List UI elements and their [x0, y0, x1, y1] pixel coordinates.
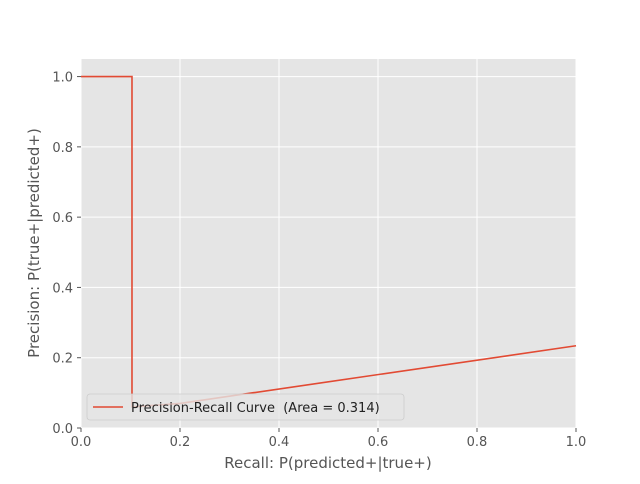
x-ticks: 0.0 0.2 0.4 0.6 0.8 1.0: [71, 428, 587, 450]
y-axis-label: Precision: P(true+|predicted+): [25, 128, 43, 358]
legend: Precision-Recall Curve (Area = 0.314): [86, 393, 405, 421]
y-tick-label: 0.6: [52, 211, 73, 226]
plot-area: [81, 59, 576, 428]
grid-lines: [80, 59, 577, 429]
legend-label: Precision-Recall Curve (Area = 0.314): [131, 401, 380, 416]
y-tick-label: 0.4: [52, 281, 73, 296]
x-tick-label: 1.0: [566, 435, 587, 450]
x-axis-label: Recall: P(predicted+|true+): [224, 454, 431, 472]
x-tick-label: 0.0: [71, 435, 92, 450]
y-tick-label: 0.0: [52, 422, 73, 437]
x-tick-label: 0.8: [467, 435, 488, 450]
legend-box: [86, 393, 405, 421]
y-tick-label: 0.2: [52, 352, 73, 367]
x-tick-label: 0.2: [170, 435, 191, 450]
y-ticks: 0.0 0.2 0.4 0.6 0.8 1.0: [52, 71, 81, 437]
y-tick-label: 0.8: [52, 141, 73, 156]
y-tick-label: 1.0: [52, 71, 73, 86]
x-tick-label: 0.6: [368, 435, 389, 450]
x-tick-label: 0.4: [269, 435, 290, 450]
